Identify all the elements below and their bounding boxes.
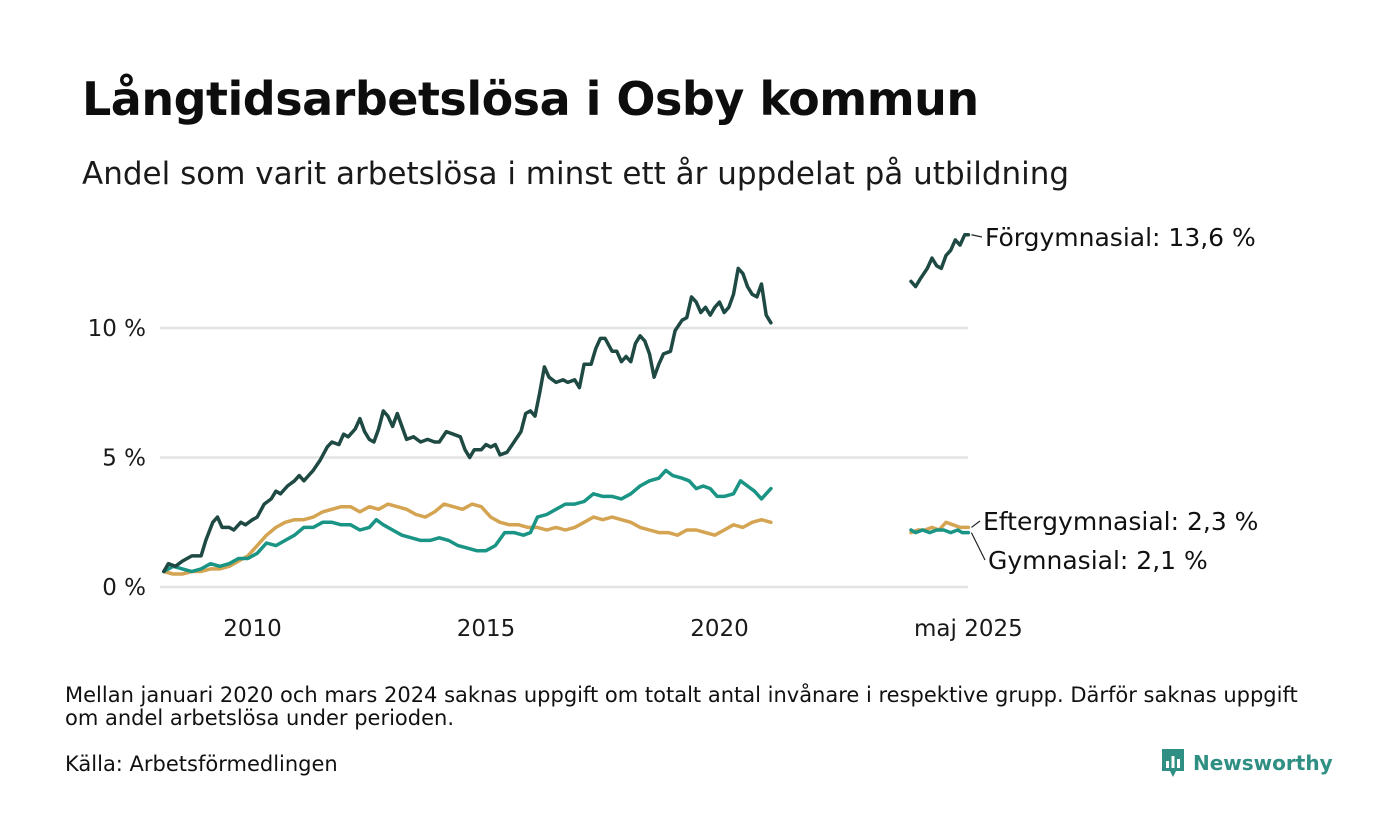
grid-lines <box>160 326 968 589</box>
x-tick-label: 2020 <box>690 616 749 642</box>
end-label: Gymnasial: 2,1 % <box>988 546 1208 575</box>
newsworthy-logo-icon <box>1162 749 1184 777</box>
end-label: Eftergymnasial: 2,3 % <box>983 507 1258 536</box>
x-tick-label: 2015 <box>457 616 516 642</box>
series-lines <box>162 233 971 576</box>
y-tick-label: 10 % <box>88 316 146 342</box>
brand-name: Newsworthy <box>1193 751 1333 775</box>
series-line-förgymnasial <box>909 233 971 289</box>
end-label-connector <box>971 520 981 528</box>
series-line-eftergymnasial <box>162 502 773 576</box>
series-line-gymnasial <box>909 528 971 535</box>
brand-logo: Newsworthy <box>1160 746 1333 780</box>
chart-subtitle: Andel som varit arbetslösa i minst ett å… <box>82 156 1070 192</box>
end-labels: Förgymnasial: 13,6 % Eftergymnasial: 2,3 … <box>970 223 1258 575</box>
x-tick-label: maj 2025 <box>914 616 1023 642</box>
footnote: Mellan januari 2020 och mars 2024 saknas… <box>65 683 1298 730</box>
x-tick-label: 2010 <box>223 616 282 642</box>
end-label: Förgymnasial: 13,6 % <box>985 223 1256 252</box>
chart-title: Långtidsarbetslösa i Osby kommun <box>82 72 979 126</box>
series-line-förgymnasial <box>162 266 773 574</box>
end-label-connector <box>970 532 986 561</box>
y-tick-label: 5 % <box>102 446 146 472</box>
y-tick-label: 0 % <box>102 575 146 601</box>
end-label-connector <box>971 234 983 238</box>
x-axis-ticks: 2010 2015 2020 maj 2025 <box>223 616 1023 642</box>
series-line-gymnasial <box>162 468 773 574</box>
source-note: Källa: Arbetsförmedlingen <box>65 752 338 776</box>
y-axis-ticks: 0 % 5 % 10 % <box>88 316 146 601</box>
